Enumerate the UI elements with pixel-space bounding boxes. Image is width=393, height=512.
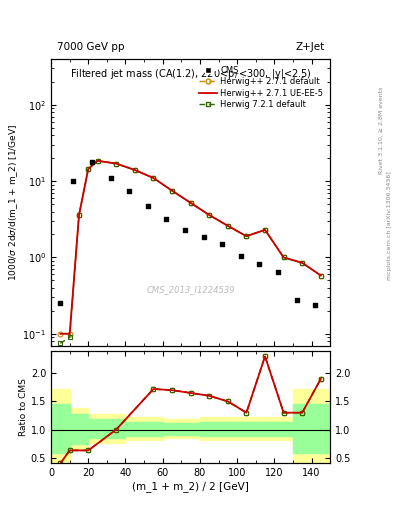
- X-axis label: (m_1 + m_2) / 2 [GeV]: (m_1 + m_2) / 2 [GeV]: [132, 481, 249, 492]
- Point: [275, 268, 281, 276]
- Point: [163, 215, 169, 223]
- Point: [126, 186, 132, 195]
- Point: [294, 295, 300, 304]
- Point: [57, 300, 64, 308]
- Point: [312, 301, 318, 309]
- Text: Z+Jet: Z+Jet: [295, 41, 325, 52]
- Text: CMS_2013_I1224539: CMS_2013_I1224539: [146, 285, 235, 294]
- Text: Rivet 3.1.10, ≥ 2.8M events: Rivet 3.1.10, ≥ 2.8M events: [379, 87, 384, 174]
- Text: mcplots.cern.ch [arXiv:1306.3436]: mcplots.cern.ch [arXiv:1306.3436]: [387, 171, 392, 280]
- Text: Filtered jet mass (CA(1.2), 220<p$_T$<300, |y|<2.5): Filtered jet mass (CA(1.2), 220<p$_T$<30…: [70, 68, 311, 81]
- Point: [200, 233, 207, 241]
- Point: [70, 177, 77, 185]
- Point: [182, 226, 188, 234]
- Point: [219, 240, 225, 248]
- Legend: CMS, Herwig++ 2.7.1 default, Herwig++ 2.7.1 UE-EE-5, Herwig 7.2.1 default: CMS, Herwig++ 2.7.1 default, Herwig++ 2.…: [196, 63, 326, 112]
- Y-axis label: 1000/$\sigma$ 2d$\sigma$/d(m_1 + m_2) [1/GeV]: 1000/$\sigma$ 2d$\sigma$/d(m_1 + m_2) [1…: [7, 123, 20, 281]
- Point: [238, 252, 244, 260]
- Point: [107, 174, 114, 182]
- Point: [89, 158, 95, 166]
- Y-axis label: Ratio to CMS: Ratio to CMS: [19, 378, 28, 436]
- Text: 7000 GeV pp: 7000 GeV pp: [57, 41, 124, 52]
- Point: [145, 202, 151, 210]
- Point: [256, 260, 263, 268]
